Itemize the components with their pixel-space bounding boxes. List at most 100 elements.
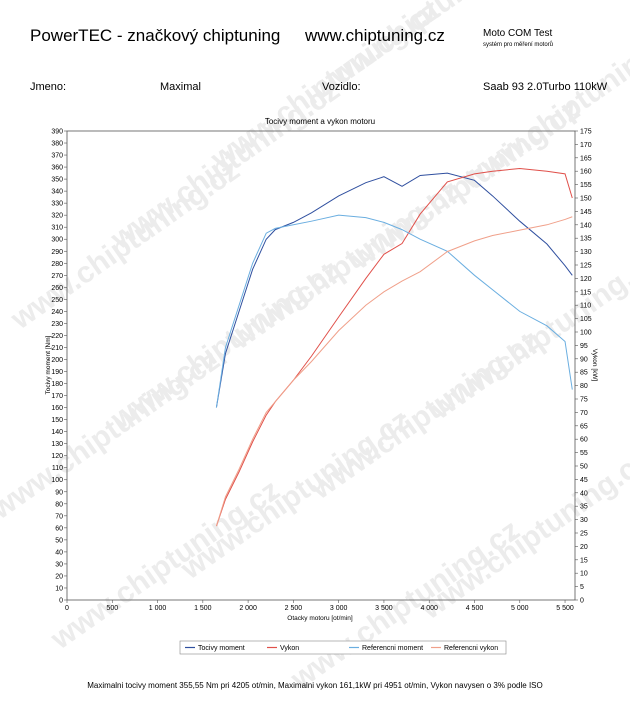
- y2-axis-label: Vykon [kW]: [591, 349, 598, 382]
- legend-label: Tocivy moment: [198, 645, 245, 652]
- watermark: www.chiptuning.cz: [454, 14, 630, 197]
- y2-tick-label: 65: [580, 423, 588, 430]
- y-tick-label: 300: [51, 237, 63, 244]
- x-tick-label: 2 500: [285, 605, 303, 612]
- y-axis-label: Tocivy moment [Nm]: [45, 335, 52, 394]
- chart-title: Tocivy moment a vykon motoru: [265, 117, 375, 126]
- y-tick-label: 280: [51, 261, 63, 268]
- y-tick-label: 100: [51, 477, 63, 484]
- y-tick-label: 40: [55, 549, 63, 556]
- watermarks: www.chiptuning.czwww.chiptuning.czwww.ch…: [0, 0, 630, 696]
- y-tick-label: 350: [51, 177, 63, 184]
- y2-tick-label: 70: [580, 410, 588, 417]
- x-tick-label: 5 500: [556, 605, 574, 612]
- y2-tick-label: 30: [580, 517, 588, 524]
- name-label: Jmeno:: [30, 81, 66, 93]
- watermark: www.chiptuning.cz: [424, 244, 630, 427]
- y-tick-label: 10: [55, 585, 63, 592]
- y-tick-label: 80: [55, 501, 63, 508]
- legend: [179, 640, 507, 655]
- y-tick-label: 240: [51, 309, 63, 316]
- y-tick-label: 170: [51, 393, 63, 400]
- y-tick-label: 210: [51, 345, 63, 352]
- y-tick-label: 320: [51, 213, 63, 220]
- y2-tick-label: 55: [580, 450, 588, 457]
- x-tick-label: 0: [65, 605, 69, 612]
- y-tick-label: 90: [55, 489, 63, 496]
- x-tick-label: 4 000: [420, 605, 438, 612]
- y-tick-label: 60: [55, 525, 63, 532]
- series-line: [215, 172, 573, 408]
- y-tick-label: 390: [51, 129, 63, 136]
- y-tick-label: 260: [51, 285, 63, 292]
- y-tick-label: 130: [51, 441, 63, 448]
- y2-tick-label: 120: [580, 276, 592, 283]
- y-tick-label: 110: [52, 465, 63, 472]
- y-tick-label: 360: [51, 165, 63, 172]
- vehicle: Saab 93 2.0Turbo 110kW: [483, 81, 608, 93]
- y2-tick-label: 115: [580, 289, 591, 296]
- vehicle-label: Vozidlo:: [322, 81, 361, 93]
- x-tick-label: 3 500: [375, 605, 393, 612]
- y-tick-label: 50: [55, 537, 63, 544]
- y2-tick-label: 50: [580, 464, 588, 471]
- header-url: www.chiptuning.cz: [304, 26, 445, 45]
- y-tick-label: 220: [51, 333, 63, 340]
- y2-tick-label: 125: [580, 263, 592, 270]
- y-tick-label: 0: [59, 598, 63, 605]
- y2-tick-label: 170: [580, 142, 592, 149]
- y-tick-label: 180: [51, 381, 63, 388]
- x-tick-label: 3 000: [330, 605, 348, 612]
- y-tick-label: 120: [51, 453, 63, 460]
- x-tick-label: 4 500: [466, 605, 484, 612]
- legend-label: Referencni vykon: [444, 645, 498, 652]
- legend-label: Referencni moment: [362, 645, 423, 652]
- y2-tick-label: 140: [580, 222, 592, 229]
- y2-tick-label: 110: [580, 303, 591, 310]
- x-tick-label: 2 000: [239, 605, 257, 612]
- y2-tick-label: 0: [580, 598, 584, 605]
- y-tick-label: 160: [51, 405, 63, 412]
- y2-tick-label: 95: [580, 343, 588, 350]
- y2-tick-label: 10: [580, 571, 588, 578]
- y2-tick-label: 20: [580, 544, 588, 551]
- y-tick-label: 150: [51, 417, 63, 424]
- y2-tick-label: 90: [580, 356, 588, 363]
- y2-tick-label: 175: [580, 129, 592, 136]
- y-tick-label: 20: [55, 573, 63, 580]
- y2-tick-label: 155: [580, 182, 592, 189]
- series-line: [215, 214, 573, 408]
- y-tick-label: 200: [51, 357, 63, 364]
- y-tick-label: 270: [51, 273, 63, 280]
- series-line: [215, 168, 573, 527]
- y2-tick-label: 150: [580, 196, 592, 203]
- y-tick-label: 140: [51, 429, 63, 436]
- series-line: [215, 216, 573, 527]
- x-tick-label: 500: [106, 605, 118, 612]
- y2-tick-label: 75: [580, 397, 588, 404]
- y2-tick-label: 165: [580, 155, 592, 162]
- y2-tick-label: 145: [580, 209, 592, 216]
- name: Maximal: [160, 81, 201, 93]
- y2-tick-label: 85: [580, 370, 588, 377]
- y-tick-label: 250: [51, 297, 63, 304]
- watermark: www.chiptuning.cz: [284, 514, 525, 697]
- y-tick-label: 330: [51, 201, 63, 208]
- y2-tick-label: 5: [580, 584, 584, 591]
- legend-label: Vykon: [280, 645, 299, 652]
- y-tick-label: 340: [51, 189, 63, 196]
- watermark: www.chiptuning.cz: [44, 474, 285, 657]
- y-tick-label: 370: [51, 153, 63, 160]
- footer: Maximalni tocivy moment 355,55 Nm pri 42…: [87, 681, 542, 690]
- y2-tick-label: 100: [580, 330, 592, 337]
- x-tick-label: 1 500: [194, 605, 212, 612]
- y2-tick-label: 15: [580, 557, 588, 564]
- y2-tick-label: 80: [580, 383, 588, 390]
- y2-tick-label: 45: [580, 477, 588, 484]
- y2-tick-label: 105: [580, 316, 592, 323]
- y-tick-label: 190: [51, 369, 63, 376]
- y-tick-label: 380: [51, 141, 63, 148]
- y-tick-label: 230: [51, 321, 63, 328]
